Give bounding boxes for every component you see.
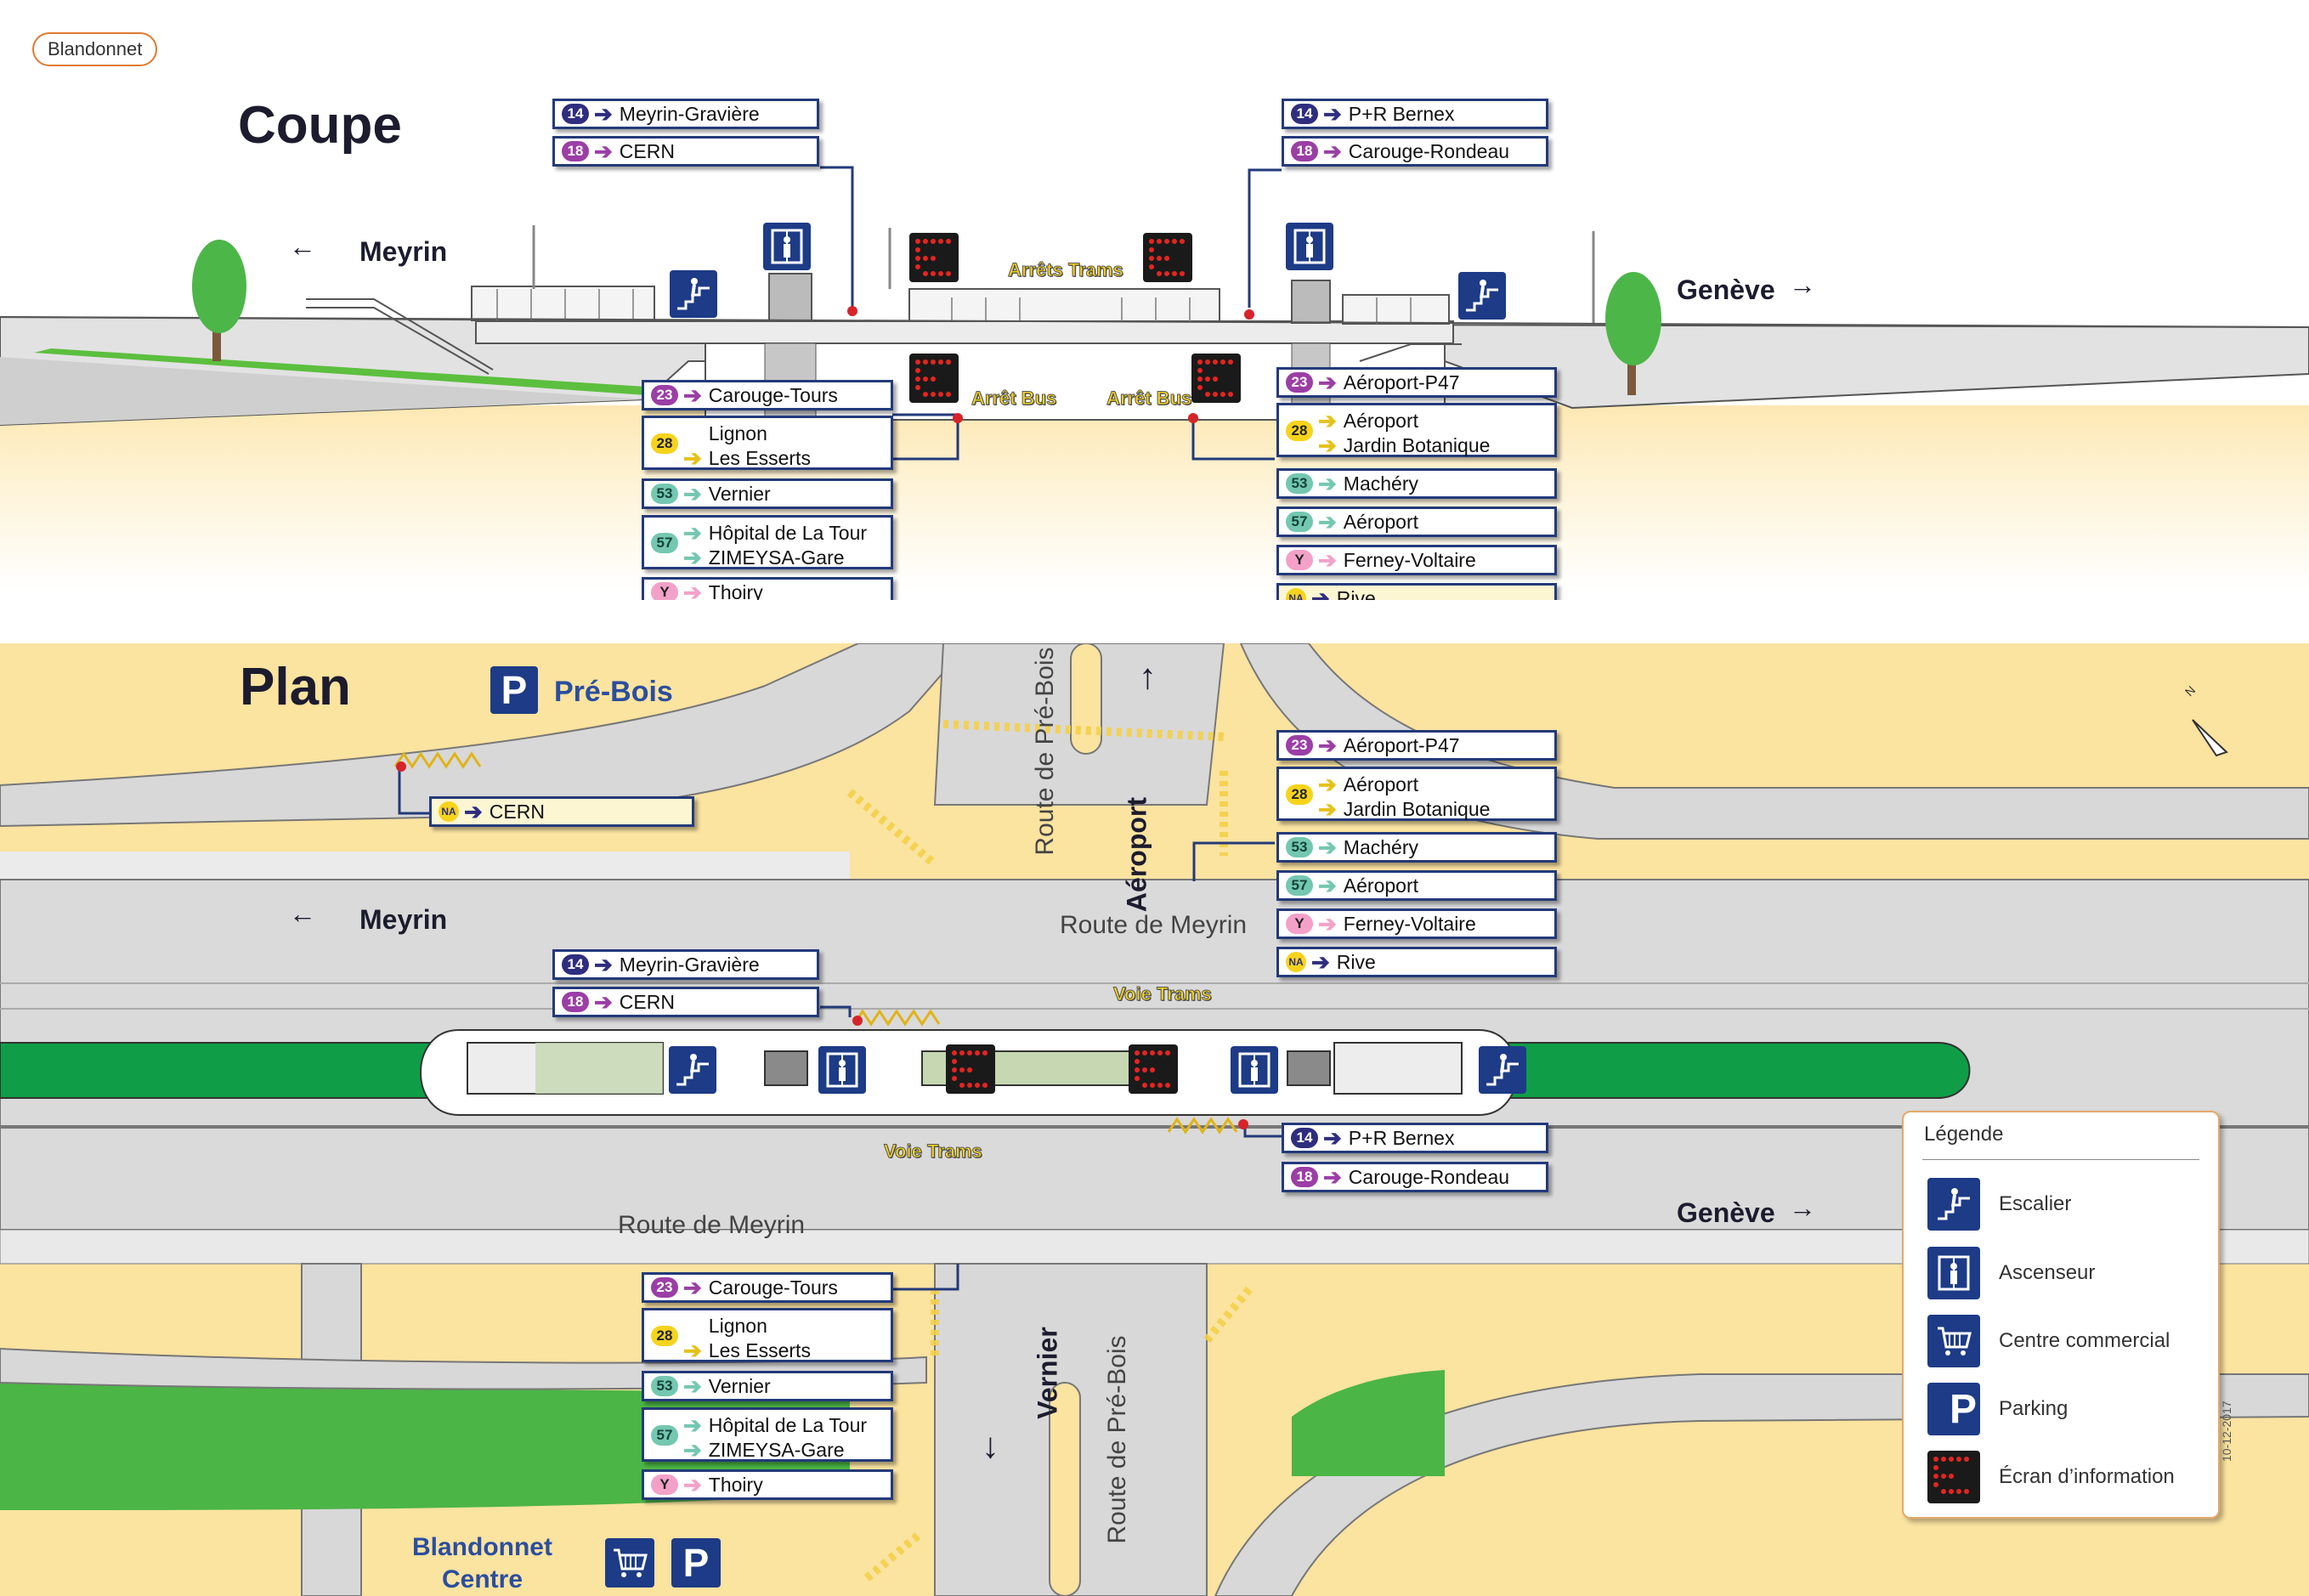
info-screen-icon	[909, 354, 959, 403]
legend-item-info-screen: Écran d’information	[1927, 1450, 2175, 1504]
info-screen-icon	[909, 233, 959, 282]
coupe-bus-right-23: 23 ➔ Aéroport-P47	[1276, 367, 1557, 398]
plan-tram-top-14: 14 ➔ Meyrin-Gravière	[552, 949, 819, 980]
info-screen-icon	[1191, 354, 1241, 403]
arrow-left-icon: ←	[289, 898, 316, 929]
parking-letter: P	[501, 668, 528, 712]
coupe-tram-right-18: 18 ➔ Carouge-Rondeau	[1282, 136, 1548, 167]
plan-tram-bottom-14: 14 ➔ P+R Bernex	[1282, 1123, 1548, 1153]
plan-bus-right-28: 28 ➔ ➔ Aéroport Jardin Botanique	[1276, 767, 1557, 822]
elevator-icon	[1286, 223, 1333, 270]
legend-divider	[1922, 1159, 2199, 1160]
legend-label: Ascenseur	[1999, 1261, 2096, 1284]
coupe-tram-left-18: 18 ➔ CERN	[552, 136, 819, 167]
label-bus-stop-left: Arrêt Bus	[971, 388, 1057, 410]
stairs-icon	[1927, 1178, 1980, 1231]
plan-bus-right-NA: NA ➔ Rive	[1276, 947, 1557, 977]
label-voie-trams-bottom: Voie Trams	[884, 1140, 983, 1163]
coupe-title: Coupe	[238, 96, 402, 155]
arrow-right-icon: →	[1789, 269, 1816, 300]
plan-tram-bottom-18: 18 ➔ Carouge-Rondeau	[1282, 1162, 1548, 1192]
direction-geneve: Genève	[1677, 274, 1775, 305]
plan-section: Plan N P Pré-Bois ← Meyrin Genève → ↑ Aé…	[0, 643, 2309, 1596]
legend-panel: Légende Escalier Ascenseur Centre commer…	[1902, 1111, 2220, 1519]
coupe-tram-right-14: 14 ➔ P+R Bernex	[1282, 99, 1548, 129]
plan-bus-right-Y: Y ➔ Ferney-Voltaire	[1276, 908, 1557, 939]
legend-item-stairs: Escalier	[1927, 1177, 2071, 1231]
label-voie-trams-top: Voie Trams	[1113, 983, 1213, 1005]
stairs-icon	[669, 1046, 716, 1094]
arrow-left-icon: ←	[289, 231, 316, 262]
legend-label: Escalier	[1999, 1192, 2072, 1215]
shopping-cart-icon	[605, 1538, 654, 1588]
info-screen-icon	[1129, 1044, 1178, 1094]
plan-bus-bottom-53: 53 ➔ Vernier	[642, 1371, 893, 1401]
coupe-bus-right-28: 28 ➔ ➔ Aéroport Jardin Botanique	[1276, 403, 1557, 458]
arrow-right-icon: →	[1789, 1192, 1816, 1223]
elevator-icon	[818, 1046, 866, 1094]
date-stamp: 10-12-2017	[2220, 1401, 2233, 1462]
info-screen-icon	[1927, 1451, 1980, 1503]
road-route-de-pre-bois-bottom: Route de Pré-Bois	[1103, 1335, 1131, 1544]
parking-letter: P	[1949, 1386, 1977, 1432]
coupe-bus-right-53: 53 ➔ Machéry	[1276, 468, 1557, 499]
stairs-icon	[1479, 1046, 1526, 1094]
elevator-icon	[763, 223, 811, 270]
elevator-icon	[1927, 1247, 1980, 1299]
arrow-down-icon: ↓	[982, 1425, 999, 1465]
legend-item-parking: P Parking	[1927, 1382, 2068, 1436]
legend-label: Centre commercial	[1999, 1329, 2170, 1352]
blandonnet-centre-label: Blandonnet Centre	[412, 1533, 552, 1593]
coupe-bus-left-53: 53 ➔ Vernier	[642, 478, 893, 509]
shopping-cart-icon	[1927, 1315, 1980, 1367]
plan-bus-bottom-28: 28 ➔ Lignon Les Esserts	[642, 1308, 893, 1363]
label-tram-stops: Arrêts Trams	[1008, 259, 1124, 281]
coupe-bus-left-28: 28 ➔ Lignon Les Esserts	[642, 416, 893, 471]
plan-bus-right-53: 53 ➔ Machéry	[1276, 832, 1557, 863]
plan-bus-bottom-23: 23 ➔ Carouge-Tours	[642, 1272, 893, 1303]
station-name-badge: Blandonnet	[32, 32, 158, 66]
legend-item-shopping: Centre commercial	[1927, 1314, 2170, 1368]
legend-title: Légende	[1924, 1123, 2004, 1146]
direction-meyrin: Meyrin	[359, 904, 448, 935]
elevator-icon	[1231, 1046, 1278, 1094]
stairs-icon	[670, 270, 717, 318]
parking-icon: P	[671, 1538, 721, 1588]
info-screen-icon	[1143, 233, 1192, 282]
legend-label: Écran d’information	[1999, 1465, 2175, 1488]
legend-item-elevator: Ascenseur	[1927, 1246, 2095, 1300]
direction-vernier: Vernier	[1032, 1327, 1063, 1419]
label-bus-stop-right: Arrêt Bus	[1106, 388, 1192, 410]
section-separator	[0, 600, 2309, 643]
plan-tram-top-18: 18 ➔ CERN	[552, 987, 819, 1017]
parking-letter: P	[682, 1541, 710, 1585]
plan-bus-bottom-Y: Y ➔ Thoiry	[642, 1469, 893, 1500]
coupe-tram-left-14: 14 ➔ Meyrin-Gravière	[552, 99, 819, 129]
plan-na-cern: NA ➔ CERN	[429, 796, 694, 827]
legend-label: Parking	[1999, 1397, 2068, 1420]
plan-bus-bottom-57: 57 ➔ ➔ Hôpital de La Tour ZIMEYSA-Gare	[642, 1407, 893, 1463]
coupe-bus-left-23: 23 ➔ Carouge-Tours	[642, 380, 893, 410]
road-route-de-pre-bois-top: Route de Pré-Bois	[1031, 647, 1059, 856]
road-route-de-meyrin-top: Route de Meyrin	[1060, 911, 1248, 939]
plan-title: Plan	[240, 658, 351, 716]
plan-bus-right-57: 57 ➔ Aéroport	[1276, 870, 1557, 901]
direction-meyrin: Meyrin	[359, 236, 448, 267]
parking-pre-bois-label: Pré-Bois	[554, 676, 673, 708]
coupe-section: Blandonnet Coupe ← Meyrin Genève → Arrêt…	[0, 0, 2309, 643]
road-route-de-meyrin-bottom: Route de Meyrin	[618, 1211, 806, 1239]
info-screen-icon	[946, 1044, 995, 1094]
arrow-up-icon: ↑	[1139, 656, 1157, 696]
parking-icon: P	[1927, 1383, 1980, 1435]
stairs-icon	[1458, 272, 1506, 320]
coupe-bus-right-Y: Y ➔ Ferney-Voltaire	[1276, 545, 1557, 575]
direction-geneve: Genève	[1677, 1197, 1775, 1228]
parking-icon: P	[490, 666, 538, 714]
plan-bus-right-23: 23 ➔ Aéroport-P47	[1276, 730, 1557, 761]
coupe-bus-left-57: 57 ➔ ➔ Hôpital de La Tour ZIMEYSA-Gare	[642, 515, 893, 570]
coupe-bus-right-57: 57 ➔ Aéroport	[1276, 507, 1557, 537]
